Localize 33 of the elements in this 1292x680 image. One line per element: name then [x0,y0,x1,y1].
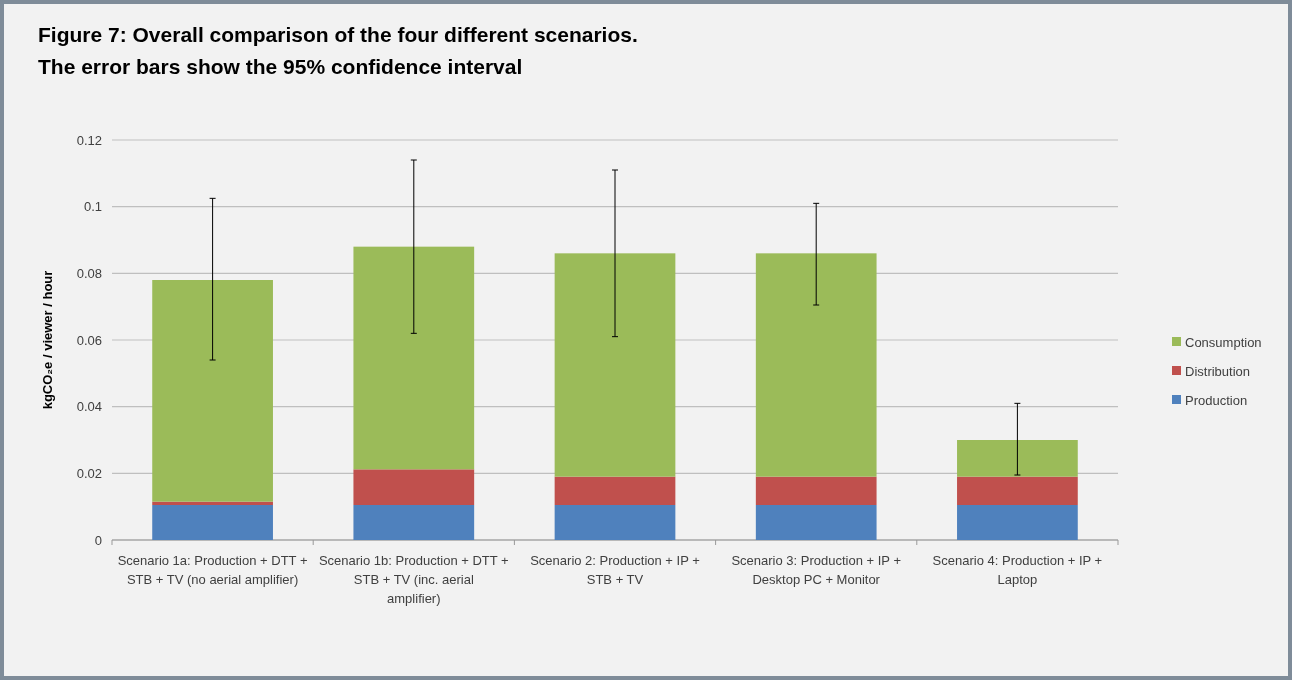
y-axis-title: kgCO₂e / viewer / hour [40,270,55,410]
bar [152,505,273,540]
y-tick-label: 0.12 [76,132,102,148]
bar [353,246,475,470]
bar [152,280,273,502]
x-tick-label: Scenario 2: Production + IP + STB + TV [530,553,700,587]
bar [554,505,676,540]
bar [957,476,1078,505]
x-tick-label: Scenario 4: Production + IP + Laptop [932,553,1103,587]
y-tick-label: 0 [94,532,102,548]
bar [554,476,676,505]
y-tick-label: 0.04 [76,399,102,415]
bar [755,476,877,505]
legend-label: Distribution [1185,363,1251,379]
y-tick-label: 0.08 [76,265,102,281]
bar [755,253,877,477]
bar [755,505,877,540]
x-tick-label: Scenario 1a: Production + DTT + STB + TV (no aerial amplifier) [117,553,308,587]
bar [353,469,475,505]
legend-label: Production [1185,392,1248,408]
y-tick-label: 0.1 [83,199,102,215]
bar [554,253,676,477]
bar [957,440,1078,477]
y-tick-label: 0.02 [76,465,102,481]
x-tick-label: Scenario 3: Production + IP + Desktop PC + Monitor [731,553,901,587]
bar [353,505,475,540]
bar [152,501,273,505]
y-tick-label: 0.06 [76,332,102,348]
bar [957,505,1078,540]
chart-title: Figure 7: Overall comparison of the four different scenarios. [38,23,638,46]
x-tick-label: Scenario 1b: Production + DTT + STB + TV (inc. aerial amplifier) [318,553,509,606]
chart-subtitle: The error bars show the 95% confidence interval [38,55,523,78]
legend-label: Consumption [1185,334,1262,350]
